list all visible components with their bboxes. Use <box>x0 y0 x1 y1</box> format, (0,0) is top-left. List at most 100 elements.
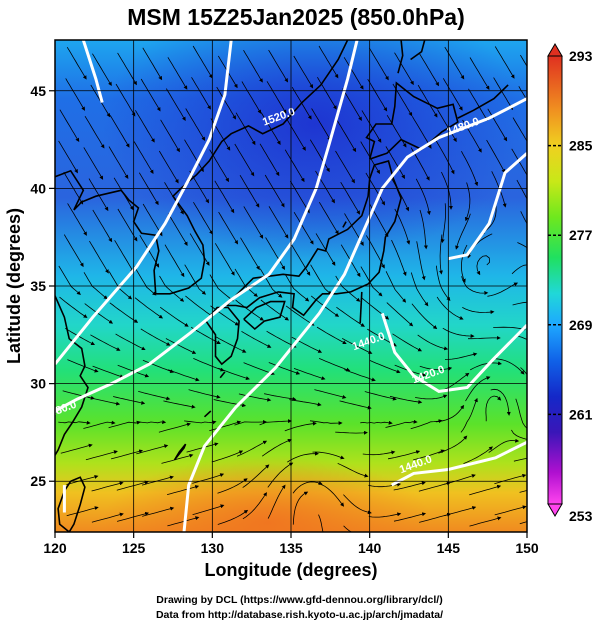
streamline-arrow-icon <box>142 47 163 81</box>
streamline-arrow-icon <box>289 180 310 214</box>
streamline-arrow-icon <box>209 420 242 432</box>
streamline-arrow-icon <box>58 140 78 174</box>
streamline-arrow-icon <box>116 511 150 522</box>
streamline-arrow-icon <box>67 359 99 373</box>
streamline-arrow-icon <box>410 272 429 307</box>
streamline-arrow-icon <box>465 376 491 402</box>
streamline-arrow-icon <box>520 367 527 376</box>
streamline-arrow-icon <box>343 494 372 515</box>
streamline-arrow-icon <box>293 55 314 89</box>
streamline-arrow-icon <box>109 115 130 148</box>
streamline-arrow-icon <box>142 359 175 373</box>
streamline-arrow-icon <box>413 449 445 461</box>
streamline-arrow-icon <box>516 179 527 200</box>
credit-data: Data from http://database.rish.kyoto-u.a… <box>155 609 444 621</box>
streamline-arrow-icon <box>84 115 105 149</box>
streamline-arrow-icon <box>460 244 468 283</box>
streamline-arrow-icon <box>158 422 191 433</box>
streamline-arrow-icon <box>259 419 292 426</box>
streamline-arrow-icon <box>520 54 527 68</box>
streamline-arrow-icon <box>309 139 330 173</box>
contour-line <box>380 312 527 393</box>
streamline-arrow-icon <box>436 265 451 302</box>
streamline-arrow-icon <box>165 88 186 121</box>
streamline-arrow-icon <box>193 201 213 235</box>
streamline-arrow-icon <box>91 481 124 492</box>
streamline-arrow-icon <box>292 491 309 525</box>
streamline-arrow-icon <box>440 203 447 244</box>
streamline-arrow-icon <box>284 149 305 183</box>
streamline-arrow-icon <box>416 241 426 281</box>
streamline-arrow-icon <box>134 266 157 296</box>
streamline-arrow-icon <box>443 474 476 485</box>
streamline-arrow-icon <box>234 268 258 297</box>
contour-line <box>81 40 104 103</box>
streamline-arrow-icon <box>511 264 527 275</box>
streamline-arrow-icon <box>316 326 347 345</box>
streamline-arrow-icon <box>243 50 263 83</box>
grid-lines <box>55 40 527 532</box>
coastline-segment <box>173 443 187 461</box>
streamline-arrow-icon <box>260 112 281 145</box>
streamline-arrow-icon <box>83 420 116 429</box>
streamline-arrow-icon <box>392 333 423 352</box>
streamline-arrow-icon <box>160 119 180 153</box>
coastline-segment <box>359 291 363 324</box>
y-tick-label: 25 <box>30 473 46 489</box>
colorbar-tick-label: 269 <box>569 317 593 333</box>
streamline-arrow-icon <box>411 116 432 149</box>
streamline-arrow-icon <box>417 334 449 351</box>
streamline-arrow-icon <box>442 78 463 111</box>
colorbar-bottom-triangle <box>547 503 563 517</box>
streamline-arrow-icon <box>189 170 210 204</box>
streamline-arrow-icon <box>216 86 236 120</box>
streamline-arrow-icon <box>268 362 301 375</box>
coastline-segment <box>225 160 402 317</box>
streamline-arrow-icon <box>386 302 414 327</box>
streamline-arrow-icon <box>444 352 478 360</box>
streamline-arrow-icon <box>142 203 163 237</box>
streamline-arrow-icon <box>234 419 267 426</box>
streamline-arrow-icon <box>342 88 362 121</box>
streamline-arrow-icon <box>243 362 275 375</box>
streamline-arrow-icon <box>139 235 160 268</box>
streamline-arrow-icon <box>460 397 478 433</box>
y-tick-label: 35 <box>30 278 46 294</box>
streamline-arrow-icon <box>517 242 527 249</box>
streamline-arrow-icon <box>368 512 402 518</box>
streamline-arrow-icon <box>393 512 427 522</box>
streamline-arrow-icon <box>469 516 502 527</box>
streamline-arrow-icon <box>476 255 490 276</box>
streamline-arrow-icon <box>360 420 393 425</box>
streamline-arrow-icon <box>134 297 164 319</box>
streamline-arrow-icon <box>490 388 511 416</box>
streamline-arrow-icon <box>469 57 490 90</box>
streamline-arrow-icon <box>415 178 431 216</box>
streamline-arrow-icon <box>266 330 297 348</box>
streamline-arrow-icon <box>64 327 96 346</box>
streamline-arrow-icon <box>65 78 86 111</box>
coastline-segment <box>365 81 459 160</box>
streamline-arrow-icon <box>115 333 146 351</box>
streamline-arrow-icon <box>240 237 260 271</box>
streamline-arrow-icon <box>264 393 297 401</box>
streamline-arrow-icon <box>435 140 455 175</box>
streamline-arrow-icon <box>385 419 418 428</box>
streamline-arrow-icon <box>311 108 331 141</box>
streamline-arrow-icon <box>236 440 268 457</box>
streamline-arrow-icon <box>140 328 171 346</box>
streamline-arrow-icon <box>444 506 477 517</box>
colorbar-tick-label: 285 <box>569 138 593 154</box>
streamline-arrow-icon <box>468 88 488 122</box>
streamline-arrow-icon <box>394 208 411 245</box>
streamline-arrow-icon <box>83 147 104 180</box>
coastline-icon <box>55 40 509 532</box>
streamline-arrow-icon <box>318 201 339 235</box>
streamline-arrow-icon <box>512 301 527 306</box>
streamline-arrow-icon <box>494 473 527 485</box>
streamline-arrow-icon <box>58 265 81 295</box>
streamline-arrow-icon <box>290 243 311 276</box>
streamline-arrow-icon <box>92 209 113 243</box>
coastline-segment <box>397 40 404 74</box>
streamline-arrow-icon <box>318 358 351 372</box>
